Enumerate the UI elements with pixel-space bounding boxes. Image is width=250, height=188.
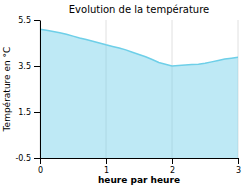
tick: -0.5 <box>15 154 40 163</box>
tick-label: 3.5 <box>18 62 31 71</box>
marks <box>40 29 238 158</box>
axis-line <box>41 158 239 159</box>
x-label: heure par heure <box>98 175 180 185</box>
tick-mark <box>34 20 40 21</box>
tick-mark <box>172 158 173 164</box>
tick-label: -0.5 <box>15 154 31 163</box>
tick-label: 2 <box>170 166 175 175</box>
tick-label: 1 <box>104 166 109 175</box>
y-label: Température en °C <box>2 47 12 133</box>
area <box>40 29 238 158</box>
tick: 3.5 <box>18 62 40 71</box>
grid-line <box>40 20 41 158</box>
tick-mark <box>106 158 107 164</box>
tick: 5.5 <box>18 16 40 25</box>
axis-line <box>40 21 41 159</box>
y-axis: -0.5 1.5 3.5 5.5 <box>15 16 40 163</box>
x-axis: 0 1 2 3 <box>38 158 241 175</box>
chart: 0 1 2 3 -0.5 1.5 3.5 5.5 Evolution de la tempéra… <box>0 0 250 188</box>
tick: 1 <box>104 158 109 175</box>
grid <box>40 20 238 158</box>
tick-mark <box>238 158 239 164</box>
tick-mark <box>34 112 40 113</box>
tick: 1.5 <box>18 108 40 117</box>
line <box>40 29 238 66</box>
tick: 2 <box>170 158 175 175</box>
plot: 0 1 2 3 -0.5 1.5 3.5 5.5 <box>15 16 241 175</box>
tick: 3 <box>236 158 241 175</box>
title: Evolution de la température <box>69 4 209 15</box>
tick-mark <box>34 158 40 159</box>
tick-label: 3 <box>236 166 241 175</box>
tick-mark <box>40 158 41 164</box>
tick-label: 0 <box>38 166 43 175</box>
tick-mark <box>34 66 40 67</box>
tick-label: 5.5 <box>18 16 31 25</box>
tick-label: 1.5 <box>18 108 31 117</box>
tick: 0 <box>38 158 43 175</box>
